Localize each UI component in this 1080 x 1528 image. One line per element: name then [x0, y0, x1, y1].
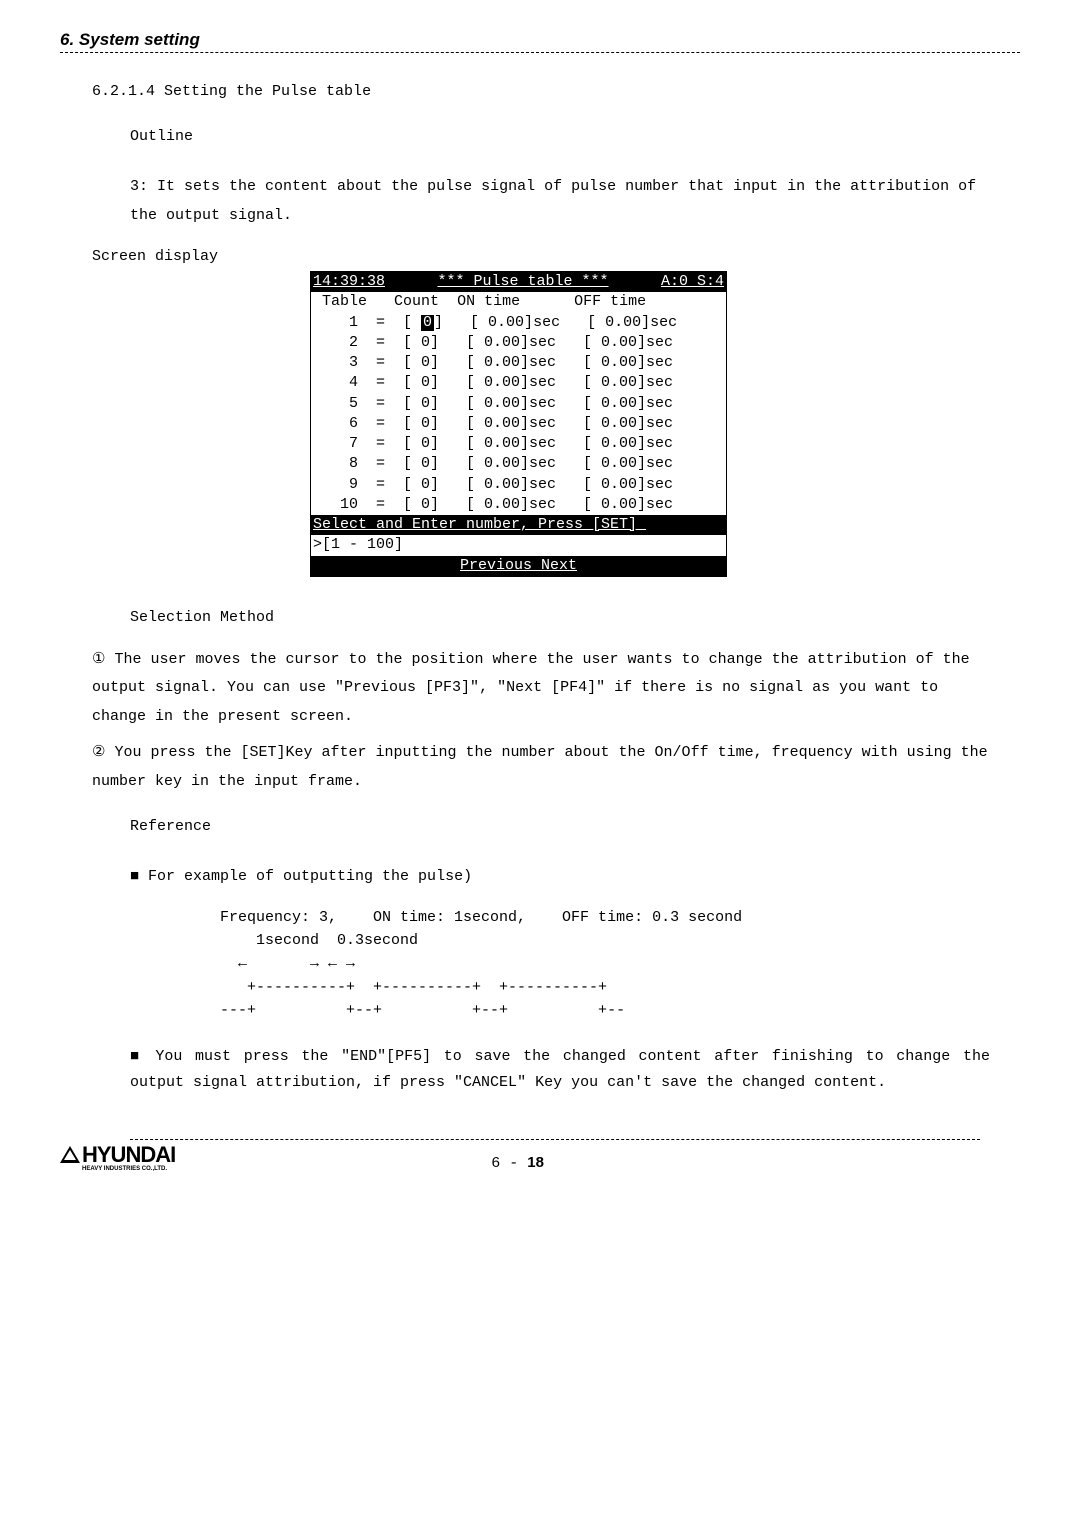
header-divider	[60, 52, 1020, 53]
selection-text-1: The user moves the cursor to the positio…	[92, 651, 970, 725]
reference-label: Reference	[130, 818, 1020, 835]
hyundai-logo: HYUNDAI	[60, 1142, 175, 1168]
outline-number: 3:	[130, 178, 148, 195]
screen-title-bar: 14:39:38 *** Pulse table *** A:0 S:4	[311, 272, 726, 292]
screen-columns: Table Count ON time OFF time	[311, 292, 726, 312]
selection-text-2: You press the [SET]Key after inputting t…	[92, 744, 988, 790]
outline-paragraph: 3: It sets the content about the pulse s…	[130, 173, 990, 230]
table-row: 6 = [ 0] [ 0.00]sec [ 0.00]sec	[311, 414, 726, 434]
col-table: Table	[322, 293, 367, 310]
table-row: 4 = [ 0] [ 0.00]sec [ 0.00]sec	[311, 373, 726, 393]
footer-divider	[130, 1139, 980, 1140]
logo-subtext: HEAVY INDUSTRIES CO.,LTD.	[82, 1166, 175, 1172]
screen-nav-text: Previous Next	[460, 556, 577, 576]
screen-nav: Previous Next	[311, 556, 726, 576]
table-row: 5 = [ 0] [ 0.00]sec [ 0.00]sec	[311, 394, 726, 414]
table-row: 3 = [ 0] [ 0.00]sec [ 0.00]sec	[311, 353, 726, 373]
screen-title-mid: *** Pulse table ***	[385, 272, 661, 292]
screen-prompt-1-text: Select and Enter number, Press [SET]	[313, 515, 637, 535]
screen-title-right: A:0 S:4	[661, 272, 724, 292]
page-header: 6. System setting	[60, 30, 1020, 50]
screen-time: 14:39:38	[313, 272, 385, 292]
col-on: ON time	[457, 293, 520, 310]
selection-method-label: Selection Method	[130, 609, 1020, 626]
logo-block: HYUNDAI HEAVY INDUSTRIES CO.,LTD.	[60, 1142, 175, 1172]
screen-rows: 1 = [ 0] [ 0.00]sec [ 0.00]sec 2 = [ 0] …	[311, 313, 726, 516]
col-count: Count	[394, 293, 439, 310]
page-number: 6 - 18	[175, 1154, 860, 1172]
page-num-prefix: 6 -	[491, 1155, 518, 1172]
logo-text: HYUNDAI	[82, 1142, 175, 1168]
table-row: 8 = [ 0] [ 0.00]sec [ 0.00]sec	[311, 454, 726, 474]
selection-item-2: ② You press the [SET]Key after inputting…	[92, 739, 990, 796]
reference-bullet-2-text: You must press the "END"[PF5] to save th…	[130, 1048, 990, 1091]
col-off: OFF time	[574, 293, 646, 310]
screen-display-label: Screen display	[92, 248, 1020, 265]
selection-marker-2: ②	[92, 744, 105, 761]
outline-text: It sets the content about the pulse sign…	[130, 178, 976, 224]
table-row: 2 = [ 0] [ 0.00]sec [ 0.00]sec	[311, 333, 726, 353]
table-row: 7 = [ 0] [ 0.00]sec [ 0.00]sec	[311, 434, 726, 454]
reference-bullet-1-text: For example of outputting the pulse)	[148, 868, 472, 885]
selection-item-1: ① The user moves the cursor to the posit…	[92, 646, 990, 732]
page-footer: HYUNDAI HEAVY INDUSTRIES CO.,LTD. 6 - 18	[60, 1142, 1020, 1172]
page-num-value: 18	[527, 1154, 544, 1171]
screen-display-box: 14:39:38 *** Pulse table *** A:0 S:4 Tab…	[310, 271, 727, 577]
screen-prompt-1: Select and Enter number, Press [SET]	[311, 515, 726, 535]
timing-diagram: Frequency: 3, ON time: 1second, OFF time…	[220, 906, 1020, 1022]
reference-bullet-1: ■ For example of outputting the pulse)	[130, 863, 990, 892]
table-row: 9 = [ 0] [ 0.00]sec [ 0.00]sec	[311, 475, 726, 495]
selection-marker-1: ①	[92, 651, 105, 668]
reference-bullet-2: ■ You must press the "END"[PF5] to save …	[130, 1044, 990, 1097]
outline-label: Outline	[130, 128, 1020, 145]
screen-prompt-2: >[1 - 100]	[311, 535, 726, 555]
section-name: Setting the Pulse table	[164, 83, 371, 100]
table-row: 10 = [ 0] [ 0.00]sec [ 0.00]sec	[311, 495, 726, 515]
section-title: 6.2.1.4 Setting the Pulse table	[92, 83, 1020, 100]
section-number: 6.2.1.4	[92, 83, 155, 100]
table-row: 1 = [ 0] [ 0.00]sec [ 0.00]sec	[311, 313, 726, 333]
logo-triangle-icon	[60, 1146, 80, 1163]
